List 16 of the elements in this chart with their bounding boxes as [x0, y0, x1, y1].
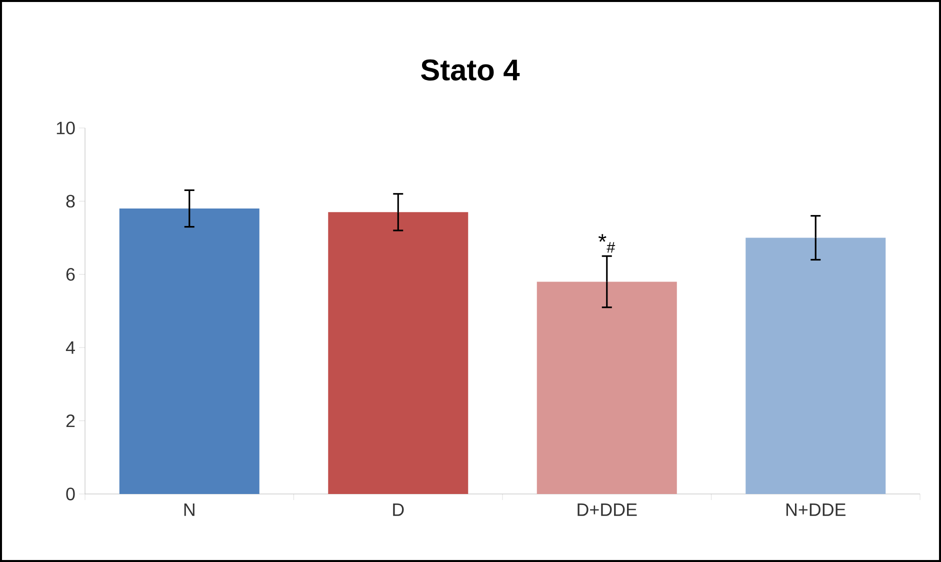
- x-tick-label: D+DDE: [578, 504, 637, 516]
- bar: [746, 238, 886, 494]
- x-tick-label: N+DDE: [786, 504, 846, 516]
- bar: [536, 282, 677, 494]
- y-tick-label: 4: [66, 341, 75, 354]
- x-tick-label: D: [393, 504, 404, 516]
- x-tick-label: N: [184, 504, 194, 516]
- chart-title: Stato 4: [421, 59, 520, 81]
- y-tick-label: 8: [66, 194, 75, 208]
- y-tick-label: 6: [66, 268, 75, 281]
- y-tick-label: 0: [66, 488, 75, 500]
- y-tick-label: 10: [56, 122, 75, 134]
- y-tick-label: 2: [66, 414, 75, 428]
- annotation: *$_{#}$: [598, 234, 616, 253]
- bar: [119, 208, 260, 494]
- bar: [328, 212, 468, 494]
